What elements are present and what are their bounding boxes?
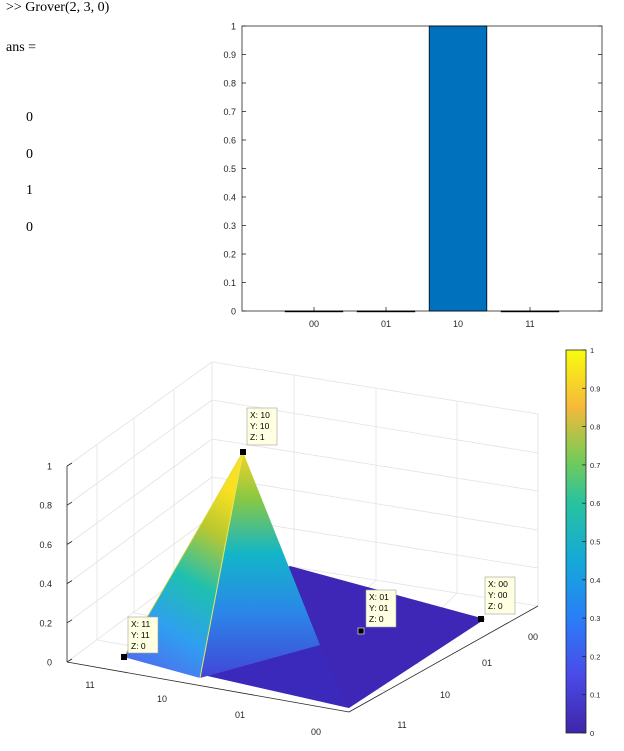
colorbar-tick-label: 1 (590, 346, 594, 355)
bar (500, 310, 560, 313)
surface-z-tick (66, 462, 73, 467)
datatip-x: X: 10 (250, 410, 270, 420)
surface-x-axis: 11 10 01 00 (85, 680, 321, 737)
surface-z-tick (66, 580, 73, 584)
surface-z-tick (66, 541, 73, 545)
colorbar[interactable]: 0 0.1 0.2 0.3 0.4 0.5 0.6 0.7 0.8 0.9 1 (565, 346, 600, 738)
surface-y-tick-label: 10 (440, 690, 450, 700)
bar (356, 310, 416, 313)
colorbar-tick-label: 0.8 (590, 423, 600, 432)
colorbar-tick-label: 0.1 (590, 691, 600, 700)
colorbar-tick-label: 0.7 (590, 461, 600, 470)
colorbar-tick-label: 0.5 (590, 538, 600, 547)
bar-y-tick-label: 0.8 (223, 79, 236, 89)
datatip-11[interactable]: X: 11 Y: 11 Z: 0 (121, 616, 159, 660)
ans-label: ans = (6, 40, 37, 55)
surface-chart: 0 0.2 0.4 0.6 0.8 1 11 10 01 00 00 01 10 11 X: 10 Y… (39, 361, 539, 737)
bar-x-tick-label: 10 (453, 319, 463, 329)
bar-y-tick-label: 0.3 (223, 221, 236, 231)
bar-y-tick-label: 0.2 (223, 250, 236, 260)
bar-y-tick-label: 0.5 (223, 164, 236, 174)
bar-chart: 0 0.1 0.2 0.3 0.4 0.5 0.6 0.7 0.8 0.9 1 00 01 10 11 (223, 22, 603, 329)
datatip-x: X: 01 (369, 592, 389, 602)
datatip-x: X: 11 (131, 619, 150, 629)
surface-z-axis: 0 0.2 0.4 0.6 0.8 1 (39, 462, 73, 668)
colorbar-axis: 0 0.1 0.2 0.3 0.4 0.5 0.6 0.7 0.8 0.9 1 (582, 346, 600, 738)
surface-z-tick-label: 1 (47, 462, 52, 472)
surface-y-axis: 00 01 10 11 (397, 632, 538, 730)
bar-series (284, 25, 560, 313)
colorbar-tick-label: 0 (590, 729, 594, 738)
surface-z-tick-label: 0.2 (39, 618, 52, 628)
bar-y-tick-label: 0.9 (223, 50, 236, 60)
datatip-y: Y: 10 (250, 421, 270, 431)
datatip-y: Y: 01 (369, 603, 389, 613)
colorbar-tick-label: 0.3 (590, 614, 600, 623)
surface-z-tick (66, 658, 73, 663)
surface-z-tick-label: 0.6 (39, 540, 52, 550)
surface-x-tick-label: 00 (311, 727, 321, 737)
surface-y-tick-label: 01 (482, 658, 492, 668)
bar-x-tick-label: 01 (381, 319, 391, 329)
surface-z-tick-label: 0 (47, 658, 52, 668)
datatip-00[interactable]: X: 00 Y: 00 Z: 0 (478, 576, 516, 622)
bar-y-tick-label: 0.7 (223, 107, 236, 117)
datatip-x: X: 00 (488, 579, 508, 589)
bar-y-tick-label: 0.1 (223, 278, 236, 288)
ans-value: 1 (26, 183, 33, 198)
datatip-z: Z: 0 (131, 641, 146, 651)
bar-y-tick-label: 0.4 (223, 193, 236, 203)
colorbar-tick-label: 0.2 (590, 652, 600, 661)
surface-x-tick-label: 10 (157, 694, 167, 704)
bar-y-tick-label: 1 (231, 22, 236, 32)
surface-x-tick-label: 11 (85, 680, 94, 690)
bar-plot-area (241, 25, 603, 312)
surface-y-tick-label: 11 (397, 720, 406, 730)
surface-z-tick (66, 501, 73, 506)
surface-axes (66, 466, 539, 713)
colorbar-tick-label: 0.9 (590, 384, 600, 393)
surface-z-tick-label: 0.4 (39, 579, 52, 589)
ans-value: 0 (26, 220, 33, 235)
surface-ridge (199, 451, 244, 679)
surface-y-tick-label: 00 (528, 632, 538, 642)
bar-y-tick-label: 0.6 (223, 136, 236, 146)
bar (284, 310, 344, 313)
surface-z-tick-label: 0.8 (39, 501, 52, 511)
bar (428, 25, 488, 312)
datatip-z: Z: 0 (488, 601, 503, 611)
bar-x-tick-label: 11 (525, 319, 534, 329)
surface-x-tick-label: 01 (235, 710, 245, 720)
bar-x-tick-label: 00 (309, 319, 319, 329)
colorbar-tick-label: 0.4 (590, 576, 600, 585)
datatip-peak[interactable]: X: 10 Y: 10 Z: 1 (240, 407, 278, 455)
surface-z-tick (66, 619, 73, 624)
datatip-y: Y: 00 (488, 590, 508, 600)
command-line: >> Grover(2, 3, 0) (6, 0, 110, 15)
colorbar-tick-label: 0.6 (590, 499, 600, 508)
command-window: >> Grover(2, 3, 0) ans = 0 0 1 0 (0, 0, 210, 320)
bar-y-tick-label: 0 (231, 307, 236, 317)
bar-y-axis: 0 0.1 0.2 0.3 0.4 0.5 0.6 0.7 0.8 0.9 1 (223, 22, 602, 317)
datatip-01[interactable]: X: 01 Y: 01 Z: 0 (357, 589, 397, 635)
datatip-z: Z: 1 (250, 432, 265, 442)
ans-value: 0 (26, 147, 33, 162)
surface-peak-right-face (200, 452, 320, 678)
ans-value: 0 (26, 110, 33, 125)
datatip-y: Y: 11 (131, 630, 150, 640)
datatip-z: Z: 0 (369, 614, 384, 624)
